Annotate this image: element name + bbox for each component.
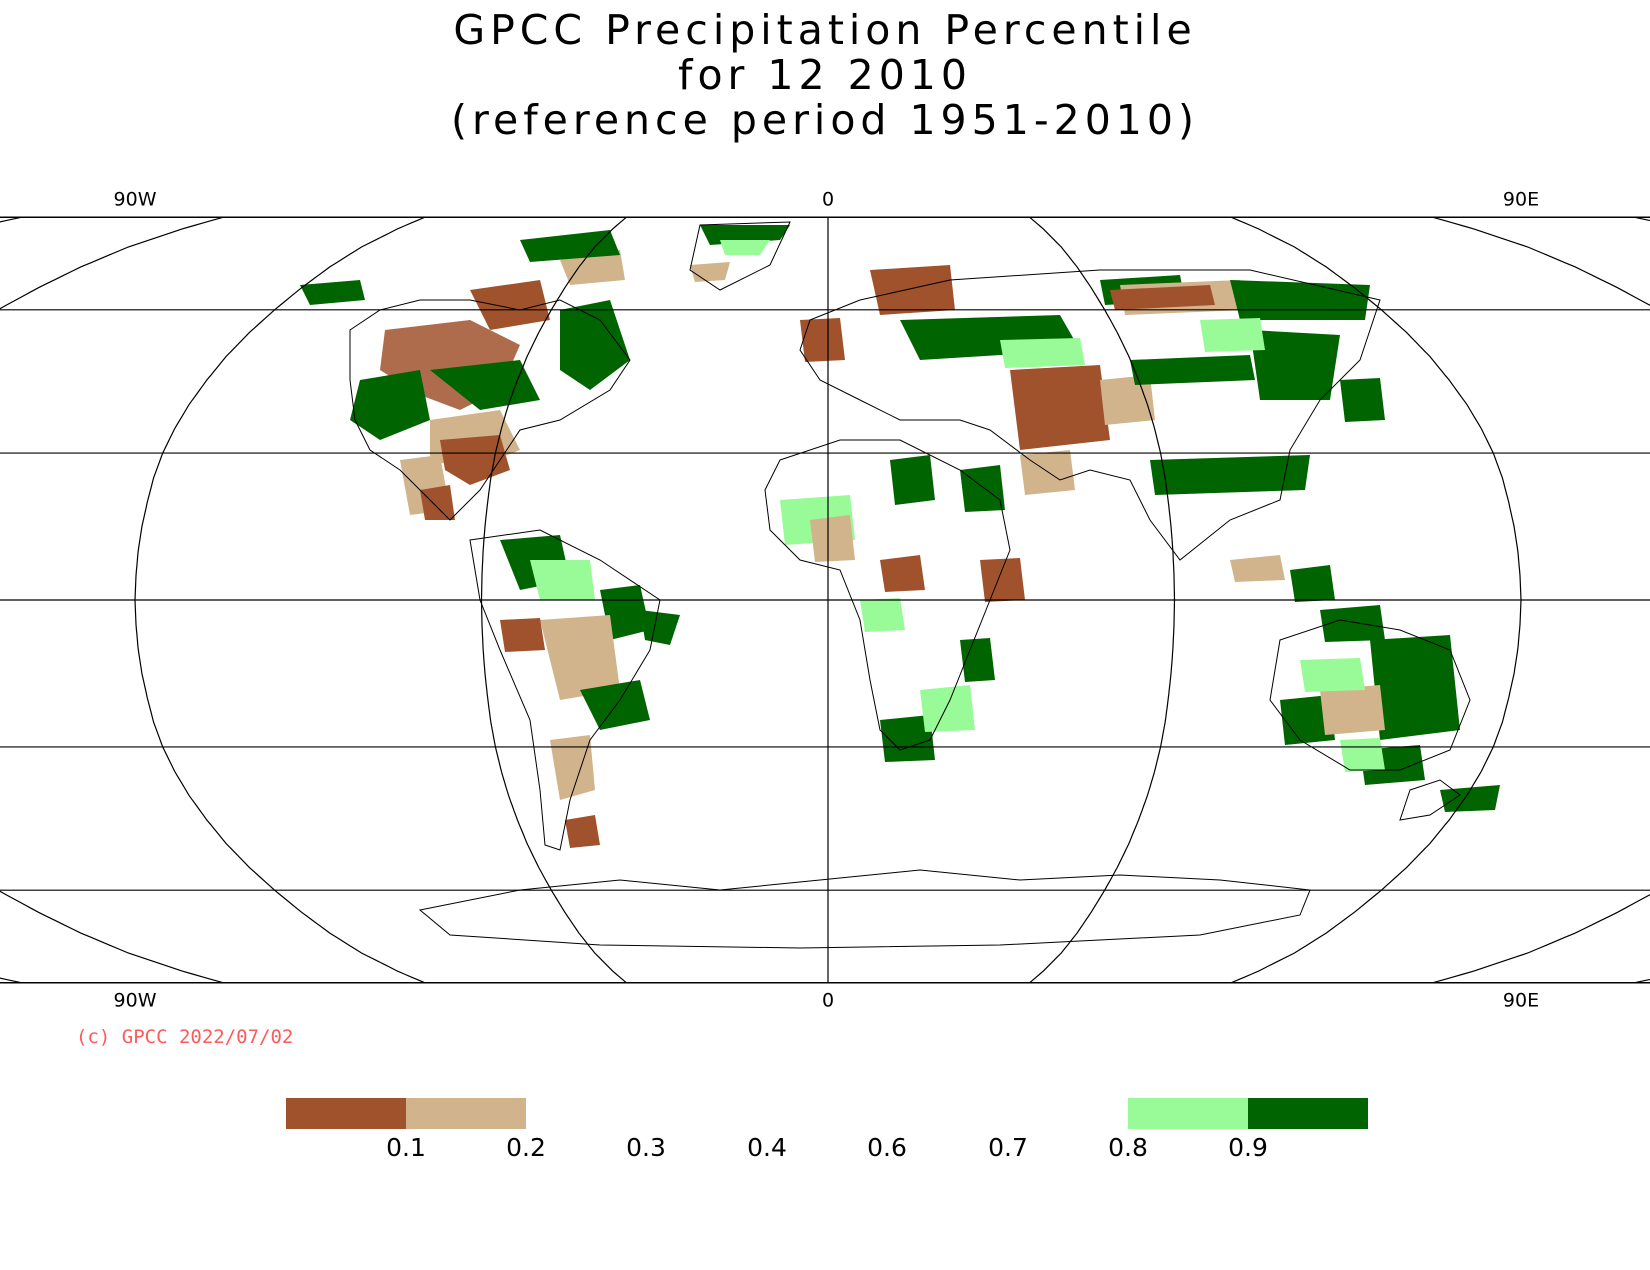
meridian-label-bottom: 90W	[114, 990, 157, 1012]
legend-tick: 0.6	[867, 1133, 907, 1162]
precipitation-field	[300, 225, 1500, 848]
meridian-label-bottom: 90E	[1503, 990, 1539, 1012]
copyright-text: (c) GPCC 2022/07/02	[76, 1026, 294, 1048]
legend-box-very-wet	[1248, 1098, 1368, 1129]
axis-labels: 18018090W90W0090E90E18018060N60N30N30NEQ…	[114, 188, 1540, 1012]
legend-tick: 0.7	[988, 1133, 1028, 1162]
meridian-label-top: 0	[822, 188, 834, 210]
title-line-3: (reference period 1951-2010)	[451, 96, 1199, 144]
legend-tick: 0.9	[1228, 1133, 1268, 1162]
meridian-label-bottom: 0	[822, 990, 834, 1012]
graticule	[0, 216, 1650, 984]
meridian-label-top: 90W	[114, 188, 157, 210]
title-line-1: GPCC Precipitation Percentile	[453, 6, 1197, 54]
meridian-label-top: 90E	[1503, 188, 1539, 210]
legend-tick: 0.4	[747, 1133, 787, 1162]
legend-box-dry	[406, 1098, 526, 1129]
legend-tick: 0.1	[386, 1133, 426, 1162]
legend-tick: 0.3	[626, 1133, 666, 1162]
title-line-2: for 12 2010	[678, 51, 972, 99]
map-title: GPCC Precipitation Percentile for 12 201…	[0, 8, 1650, 143]
legend-box-very-dry	[286, 1098, 406, 1129]
legend-tick: 0.2	[506, 1133, 546, 1162]
legend-tick: 0.8	[1108, 1133, 1148, 1162]
coastlines	[349, 221, 1471, 949]
legend-box-wet	[1128, 1098, 1248, 1129]
